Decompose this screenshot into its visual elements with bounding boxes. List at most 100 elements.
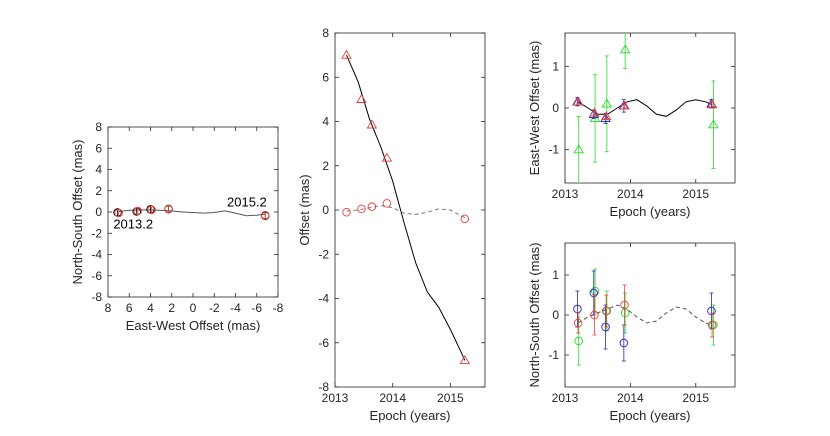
y-axis-label: Offset (mas) [297,174,312,245]
triangle-marker [381,152,393,162]
y-tick-label: -2 [318,247,329,261]
x-tick-label: 2013 [552,391,579,405]
y-tick-label: -4 [318,292,329,306]
y-axis-label: North-South Offset (mas) [527,243,542,388]
x-tick-label: 2015 [437,391,464,405]
model-curve-0 [577,99,713,117]
y-axis-label: North-South Offset (mas) [70,140,85,285]
circle-marker [133,206,142,216]
triangle-marker [706,99,718,109]
x-tick-label: 2 [168,301,175,315]
east-west-offset-panel: 2013 2014 2015 -1 0 1 Epoch (years) East-West O… [527,32,736,219]
y-tick-label: -8 [91,290,102,304]
circle-marker [620,308,630,318]
circle-marker [590,310,599,320]
circle-marker [342,207,351,217]
circle-marker [601,322,610,332]
x-tick-label: 2014 [379,391,406,405]
y-tick-label: -6 [91,269,102,283]
x-tick-label: 4 [147,301,154,315]
y-axis-label: East-West Offset (mas) [527,41,542,176]
circle-marker [573,318,583,328]
y-tick-label: -4 [91,248,102,262]
triangle-marker [366,119,378,129]
circle-marker [601,306,611,316]
plot-area [573,268,718,366]
triangle-marker [341,49,352,59]
triangle-marker [708,119,719,129]
circle-marker [261,210,270,220]
y-tick-label: 4 [95,163,102,177]
circle-marker [147,205,156,215]
north-south-offset-panel: 2013 2014 2015 -1 0 1 Epoch (years) North-South… [527,243,736,423]
circle-marker [589,288,599,298]
y-tick-label: 8 [322,26,329,40]
x-tick-label: 2014 [617,187,644,201]
circle-marker [619,338,629,348]
circle-marker [707,320,717,330]
x-tick-label: -8 [273,301,284,315]
x-tick-label: 2013 [322,391,349,405]
y-tick-label: -1 [548,143,559,157]
y-tick-label: 0 [95,205,102,219]
circle-marker [114,208,123,218]
y-tick-label: 2 [95,184,102,198]
triangle-marker [619,100,630,110]
circle-marker [367,202,377,211]
x-tick-label: 2013 [552,187,579,201]
model-curve-0 [118,209,266,217]
x-tick-label: 2015 [682,391,709,405]
y-tick-label: 6 [322,70,329,84]
triangle-marker [600,113,611,123]
y-tick-label: 0 [322,203,329,217]
plot-frame [564,32,736,184]
plot-area [572,33,719,183]
y-tick-label: 4 [322,115,329,129]
circle-marker [574,336,583,346]
model-curve-1 [346,205,466,219]
triangle-marker [573,144,584,154]
triangle-marker [589,107,600,117]
circle-marker [620,300,629,310]
circle-marker [460,214,470,224]
triangle-marker [572,96,584,106]
y-tick-label: 2 [322,159,329,173]
y-tick-label: 0 [552,101,559,115]
x-axis-label: Epoch (years) [610,204,691,219]
triangle-marker [619,44,631,54]
y-tick-label: -1 [548,348,559,362]
epoch-annotation: 2015.2 [227,194,267,209]
y-tick-label: 8 [95,120,102,134]
x-axis-label: Epoch (years) [610,408,691,423]
y-tick-label: 1 [552,59,559,73]
model-curve-0 [577,304,713,326]
x-axis-label: Epoch (years) [370,408,451,423]
triangle-marker [601,98,613,108]
triangle-marker [459,355,471,365]
y-tick-label: 0 [552,308,559,322]
circle-marker [707,306,716,316]
triangle-marker [356,94,367,103]
model-curve-0 [346,54,466,361]
offset-vs-epoch-panel: 2013 2014 2015 -8 -6 -4 -2 0 2 4 6 8 Epoch (years) Of… [297,26,486,423]
x-tick-label: 6 [126,301,133,315]
y-tick-label: -8 [318,380,329,394]
x-tick-label: -4 [230,301,241,315]
y-tick-label: -6 [318,336,329,350]
y-tick-label: 1 [552,268,559,282]
x-tick-label: 2015 [682,187,709,201]
x-tick-label: -6 [251,301,262,315]
x-tick-label: 0 [190,301,197,315]
circle-marker [382,199,392,208]
plot-area [113,204,270,220]
circle-marker [357,204,366,214]
x-tick-label: 2014 [617,391,644,405]
y-tick-label: 6 [95,141,102,155]
x-tick-label: -2 [209,301,220,315]
x-axis-label: East-West Offset (mas) [126,318,261,333]
plot-frame [334,32,486,388]
plot-area [341,49,471,365]
triangle-marker [600,110,612,120]
